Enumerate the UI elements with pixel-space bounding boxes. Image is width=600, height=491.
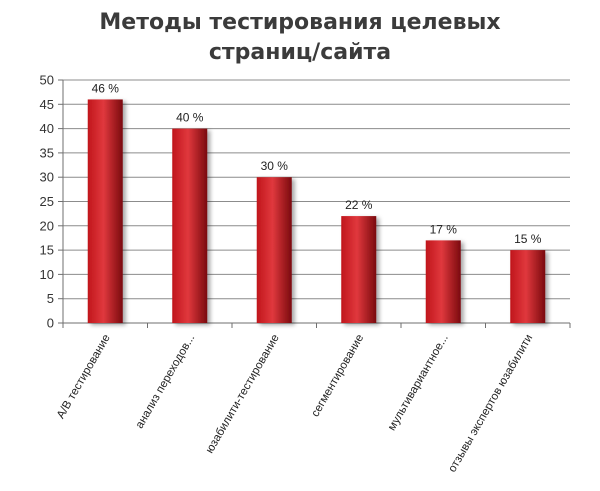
bar xyxy=(425,240,461,323)
bar xyxy=(510,250,546,323)
axes: 0 5 10 15 20 25 30 35 40 45 50 xyxy=(40,73,571,331)
chart-title-line-2: страниц/сайта xyxy=(208,40,392,65)
bars xyxy=(87,99,546,323)
y-tick-label: 30 xyxy=(40,170,54,185)
y-tick-label: 35 xyxy=(40,145,54,160)
y-tick-label: 20 xyxy=(40,218,54,233)
data-labels: 46 % 40 % 30 % 22 % 17 % 15 % xyxy=(92,81,542,246)
category-label: A/B тестирование xyxy=(55,333,113,421)
category-label: мультивариантное... xyxy=(386,333,451,433)
data-label: 30 % xyxy=(261,159,289,173)
bar xyxy=(341,216,377,323)
y-tick-label: 10 xyxy=(40,267,54,282)
y-tick-label: 0 xyxy=(47,316,54,331)
data-label: 22 % xyxy=(345,198,373,212)
category-label: отзывы экспертов юзабилити xyxy=(446,333,535,475)
data-label: 15 % xyxy=(514,232,542,246)
bar xyxy=(256,177,292,323)
data-label: 46 % xyxy=(92,81,120,95)
y-tick-label: 25 xyxy=(40,194,54,209)
y-tick-label: 40 xyxy=(40,121,54,136)
category-label: анализ переходов... xyxy=(134,333,198,431)
bar xyxy=(172,128,208,323)
gridlines xyxy=(63,79,570,300)
y-tick-label: 15 xyxy=(40,243,54,258)
y-tick-label: 45 xyxy=(40,97,54,112)
category-label: юзабилити-тестирование xyxy=(204,333,282,456)
chart-title: Методы тестирования целевых страниц/сайт… xyxy=(0,8,600,68)
data-label: 17 % xyxy=(430,222,458,236)
data-label: 40 % xyxy=(176,111,204,125)
category-label: сегментирование xyxy=(309,333,366,420)
category-labels: A/B тестирование анализ переходов... юзаби… xyxy=(55,333,535,475)
bar xyxy=(87,99,123,323)
y-tick-label: 5 xyxy=(47,291,54,306)
y-tick-label: 50 xyxy=(40,73,54,88)
chart-title-line-1: Методы тестирования целевых xyxy=(99,10,501,35)
